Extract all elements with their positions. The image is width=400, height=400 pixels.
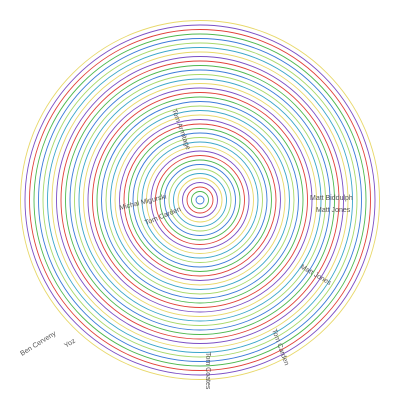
ring: [78, 78, 322, 322]
ring: [146, 146, 254, 254]
ring: [128, 128, 272, 272]
ring: [155, 155, 245, 245]
ring: [101, 101, 299, 299]
label: Tom Coates: [204, 352, 211, 390]
ring: [38, 38, 362, 362]
ring: [123, 123, 277, 277]
ring: [164, 164, 236, 236]
ring: [83, 83, 317, 317]
ring: [173, 173, 227, 227]
ring: [29, 29, 371, 371]
ring: [137, 137, 263, 263]
label: Yoz: [63, 337, 77, 349]
ring: [132, 132, 268, 268]
ring: [20, 20, 380, 380]
label: Tom Carden: [144, 206, 182, 227]
ring: [114, 114, 286, 286]
ring: [87, 87, 313, 313]
ring: [150, 150, 250, 250]
ring: [51, 51, 349, 349]
ring: [191, 191, 209, 209]
label: Ben Cerveny: [19, 330, 57, 358]
ring: [42, 42, 358, 358]
ring: [105, 105, 295, 295]
ring: [74, 74, 326, 326]
ring: [182, 182, 218, 218]
ring: [141, 141, 259, 259]
ring: [47, 47, 353, 353]
ring: [92, 92, 308, 308]
ring: [186, 186, 214, 214]
ring: [110, 110, 290, 290]
ring: [96, 96, 304, 304]
rings: [20, 20, 380, 380]
label: Matt Jones: [316, 207, 351, 214]
label: Matt Biddulph: [310, 195, 353, 202]
ring: [119, 119, 281, 281]
ring: [159, 159, 241, 241]
ring: [168, 168, 232, 232]
ring: [60, 60, 340, 340]
ring: [195, 195, 205, 205]
ring: [65, 65, 335, 335]
ring: [69, 69, 331, 331]
ring: [24, 24, 376, 376]
ring: [33, 33, 367, 367]
ring: [177, 177, 223, 223]
ring: [56, 56, 344, 344]
